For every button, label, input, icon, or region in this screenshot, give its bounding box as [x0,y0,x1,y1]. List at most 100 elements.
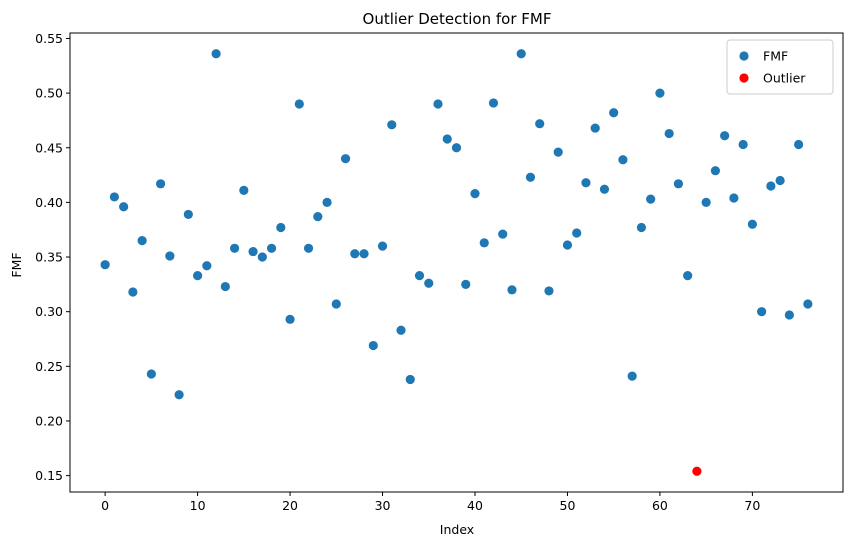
y-tick-label: 0.35 [35,250,63,265]
y-axis-label: FMF [9,252,24,277]
fmf-point [664,128,674,139]
outlier-point [692,466,702,476]
fmf-point [183,209,193,220]
x-tick-label: 10 [190,498,206,513]
fmf-point [775,175,785,186]
legend-label-fmf: FMF [763,49,788,64]
fmf-point [498,229,508,239]
fmf-point [405,374,415,385]
fmf-point [165,251,175,261]
x-tick-label: 0 [101,498,109,513]
fmf-point [627,371,637,381]
fmf-point [766,181,776,191]
fmf-point [146,369,156,379]
axes: 0 10 20 30 40 50 60 70 0.15 0.20 0.25 0.30 0.35 0.40 0… [35,31,844,513]
fmf-point [359,249,369,259]
fmf-point [488,98,499,108]
fmf-point [673,179,684,189]
fmf-point [211,49,221,59]
fmf-point [590,123,600,133]
fmf-point [461,279,471,289]
fmf-point [794,139,804,150]
plot-frame [69,32,844,493]
fmf-point [248,246,258,257]
y-tick-label: 0.55 [35,31,63,46]
fmf-point [599,184,610,194]
fmf-point [239,185,249,195]
fmf-point [646,194,656,204]
fmf-point [331,299,341,309]
fmf-point [137,236,147,246]
fmf-point [729,193,739,203]
x-axis-label: Index [440,522,474,537]
fmf-point [174,390,184,400]
fmf-point [747,219,757,229]
fmf-point [562,240,573,250]
fmf-point [655,88,665,98]
legend-marker-outlier [739,73,749,83]
y-tick-label: 0.15 [35,468,63,483]
fmf-point [350,249,360,259]
fmf-point [340,154,351,164]
fmf-point [100,260,110,270]
y-tick-label: 0.20 [35,413,63,428]
fmf-point [507,285,517,295]
fmf-point [738,139,748,150]
legend-marker-fmf [739,51,749,61]
fmf-point [303,243,314,253]
fmf-point [525,172,536,182]
fmf-point [470,189,480,199]
x-tick-label: 30 [375,498,391,513]
legend: FMF Outlier [726,39,834,95]
fmf-point [442,134,452,144]
fmf-point [377,241,388,251]
fmf-point [220,281,230,292]
fmf-point [572,228,582,238]
fmf-point [701,197,711,207]
fmf-point [451,143,462,153]
fmf-point [710,166,720,176]
fmf-point [683,271,693,281]
fmf-point [720,131,730,141]
fmf-point [784,310,794,320]
fmf-point [609,108,619,118]
fmf-point [544,286,554,296]
fmf-point [368,340,378,351]
fmf-point [618,155,628,165]
fmf-point [424,278,434,288]
chart-title: Outlier Detection for FMF [363,10,552,28]
fmf-point [553,147,563,157]
data-points [100,49,813,476]
fmf-point [581,178,591,188]
y-tick-label: 0.25 [35,359,63,374]
y-tick-label: 0.30 [35,304,63,319]
fmf-point [636,222,647,233]
x-tick-label: 70 [744,498,760,513]
fmf-point [229,243,240,253]
x-tick-label: 20 [282,498,298,513]
fmf-point [119,202,129,212]
legend-box [726,39,834,95]
fmf-point [128,287,138,297]
x-tick-label: 50 [560,498,576,513]
fmf-point [285,314,295,324]
fmf-point [757,307,767,317]
y-tick-label: 0.40 [35,195,63,210]
fmf-point [202,261,212,271]
fmf-point [396,325,406,335]
fmf-point [266,243,277,253]
fmf-point [387,120,397,130]
fmf-point [109,192,119,202]
fmf-point [433,99,443,109]
fmf-point [479,238,489,248]
x-tick-label: 40 [467,498,483,513]
fmf-point [156,179,166,189]
fmf-point [516,49,526,59]
fmf-point [276,222,286,233]
fmf-point [257,252,267,262]
fmf-point [193,271,203,281]
fmf-point [803,299,813,309]
